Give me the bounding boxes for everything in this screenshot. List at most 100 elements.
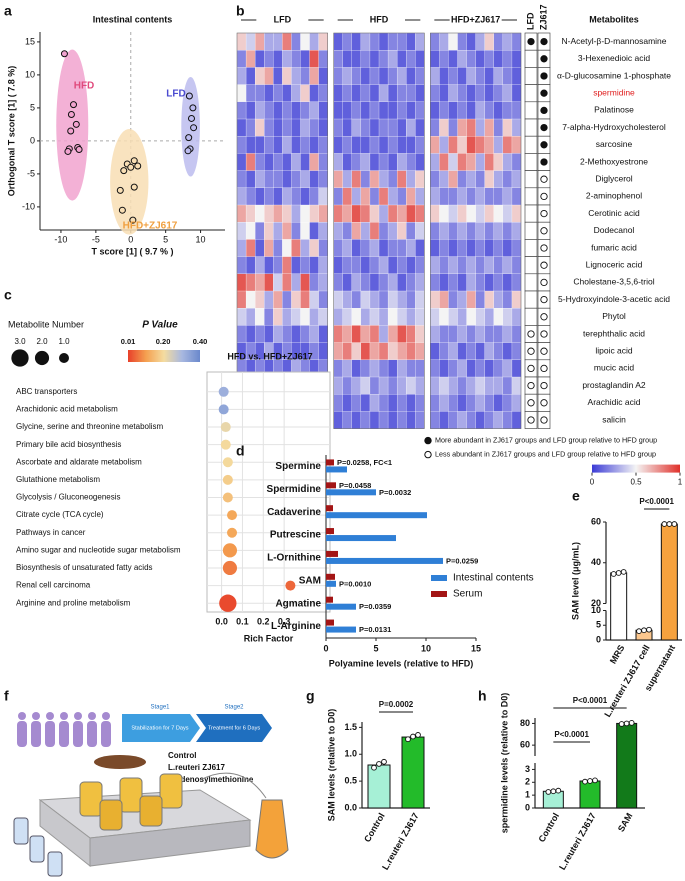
heat-cell (378, 84, 389, 103)
heat-cell (342, 256, 353, 275)
marker-filled (540, 106, 548, 115)
heat-cell (387, 101, 398, 120)
bar-annotation: P=0.0032 (379, 488, 411, 497)
heat-cell (369, 256, 380, 275)
chart-title: Intestinal contents (93, 14, 173, 24)
heat-cell (406, 411, 416, 429)
heat-cell (309, 84, 319, 103)
marker-cell (524, 273, 538, 292)
heat-cell (264, 101, 274, 120)
heat-cell (415, 84, 425, 103)
heat-cell (466, 101, 477, 120)
heat-cell (369, 325, 380, 343)
heat-cell (360, 101, 371, 120)
heat-cell (475, 84, 486, 103)
heat-cell (369, 101, 380, 120)
heat-cell (378, 153, 389, 171)
heat-cell (484, 204, 495, 223)
heat-cell (396, 222, 407, 240)
heat-cell (387, 50, 398, 68)
heat-cell (318, 67, 329, 85)
heat-cell (333, 290, 344, 309)
heat-cell (448, 222, 458, 240)
heat-cell (351, 376, 362, 395)
bar (326, 466, 347, 473)
bar-annotation: P=0.0131 (359, 625, 391, 634)
vessel (139, 795, 163, 827)
heat-cell (502, 118, 513, 137)
heat-cell (415, 308, 425, 326)
heat-cell (484, 239, 495, 257)
y-tick-label: 0.0 (344, 802, 357, 812)
heat-cell (406, 187, 416, 206)
bar-annotation: P=0.0010 (339, 579, 371, 588)
color-legend-label: 0.40 (193, 337, 208, 346)
heat-cell (430, 273, 440, 292)
heat-cell (273, 136, 283, 154)
heat-cell (439, 67, 449, 85)
heat-cell (342, 118, 353, 137)
heat-cell (300, 101, 310, 120)
heat-cell (318, 256, 329, 275)
heat-cell (466, 84, 477, 103)
heat-cell (493, 204, 504, 223)
heat-cell (360, 256, 371, 275)
heat-cell (342, 84, 353, 103)
x-tick-label: L.reuteri ZJ617 (557, 811, 598, 871)
heat-cell (475, 308, 486, 326)
heat-cell (300, 325, 310, 343)
heat-cell (448, 170, 458, 189)
panel-letter: b (236, 3, 245, 19)
point (67, 127, 75, 135)
heat-cell (236, 204, 247, 223)
heat-cell (342, 153, 353, 171)
heat-cell (318, 136, 329, 154)
category-label: Primary bile acid biosynthesis (16, 440, 121, 449)
heat-cell (387, 359, 398, 378)
heat-cell (466, 394, 477, 412)
heat-cell (511, 342, 522, 361)
row-label: Palatinose (594, 105, 634, 115)
heat-cell (378, 411, 389, 429)
bar-annotation: P=0.0458 (339, 481, 371, 490)
heat-cell (291, 101, 301, 120)
heat-cell (466, 204, 477, 223)
heat-cell (484, 222, 495, 240)
heat-cell (282, 170, 292, 189)
heat-cell (273, 32, 283, 51)
heat-cell (475, 67, 486, 85)
category-label: Glutathione metabolism (16, 475, 100, 484)
heat-cell (511, 153, 522, 171)
heat-cell (245, 308, 256, 326)
heat-cell (254, 136, 265, 154)
y-tick-label: 2 (525, 777, 530, 787)
heat-cell (466, 342, 477, 361)
heat-cell (236, 256, 247, 275)
heat-cell (493, 118, 504, 137)
heat-cell (273, 308, 283, 326)
heat-cell (369, 118, 380, 137)
heat-cell (309, 325, 319, 343)
heat-cell (360, 273, 371, 292)
x-tick-label: -5 (92, 234, 100, 244)
heat-cell (457, 32, 467, 51)
heat-cell (396, 342, 407, 361)
heat-cell (254, 204, 265, 223)
heat-cell (245, 32, 256, 51)
heat-cell (396, 187, 407, 206)
heat-cell (396, 118, 407, 137)
marker-open (540, 364, 548, 373)
point (376, 761, 382, 767)
heat-cell (484, 187, 495, 206)
legend-text: Less abundant in ZJ617 groups and LFD gr… (435, 450, 656, 459)
heat-cell (466, 308, 477, 326)
heat-cell (264, 50, 274, 68)
x-tick-label: MRS (608, 643, 627, 665)
point (60, 50, 68, 58)
row-label: 5-Hydroxyindole-3-acetic acid (558, 294, 670, 304)
point (371, 764, 377, 771)
panel-letter: f (4, 688, 9, 704)
heat-cell (415, 411, 425, 429)
heat-cell (351, 101, 362, 120)
heat-cell (511, 273, 522, 292)
